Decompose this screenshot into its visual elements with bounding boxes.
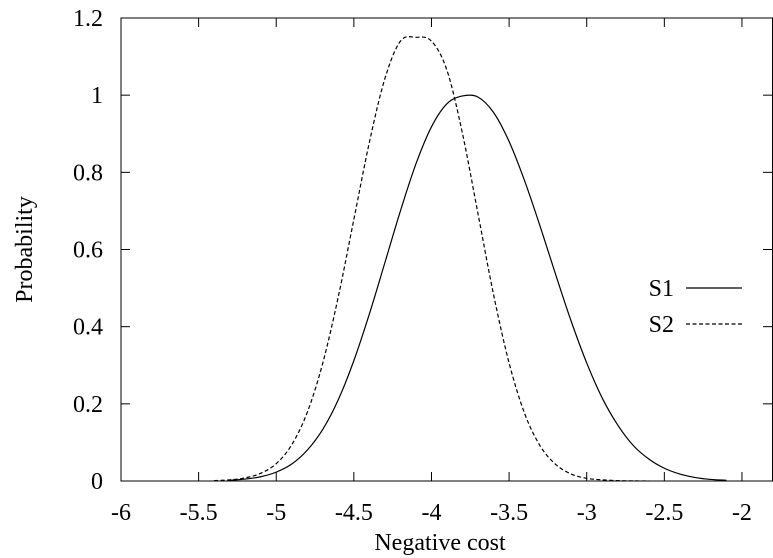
x-tick-label: -4: [421, 500, 441, 526]
x-axis-title: Negative cost: [374, 530, 506, 556]
y-tick-label: 0.2: [73, 392, 103, 418]
x-axis-ticks: -6 -5.5 -5 -4.5 -4 -3.5 -3 -2.5 -2: [111, 18, 752, 526]
y-tick-label: 0: [91, 469, 103, 495]
x-tick-label: -5: [266, 500, 286, 526]
x-tick-label: -3.5: [490, 500, 528, 526]
y-tick-label: 0.8: [73, 160, 103, 186]
y-axis-title: Probability: [12, 196, 38, 303]
series-line-s2: [214, 36, 649, 481]
x-tick-label: -2.5: [645, 500, 683, 526]
y-tick-label: 0.6: [73, 238, 103, 264]
series-layer: [214, 36, 727, 481]
y-axis-ticks: 0 0.2 0.4 0.6 0.8 1 1.2: [73, 6, 772, 495]
y-tick-label: 1: [91, 83, 103, 109]
y-tick-label: 0.4: [73, 315, 103, 341]
x-tick-label: -6: [111, 500, 131, 526]
y-tick-label: 1.2: [73, 6, 103, 32]
x-tick-label: -2: [732, 500, 752, 526]
legend-label-s1: S1: [649, 276, 674, 302]
series-line-s1: [229, 94, 727, 481]
x-tick-label: -4.5: [335, 500, 373, 526]
x-tick-label: -5.5: [180, 500, 218, 526]
legend-label-s2: S2: [649, 312, 674, 338]
x-tick-label: -3: [577, 500, 597, 526]
